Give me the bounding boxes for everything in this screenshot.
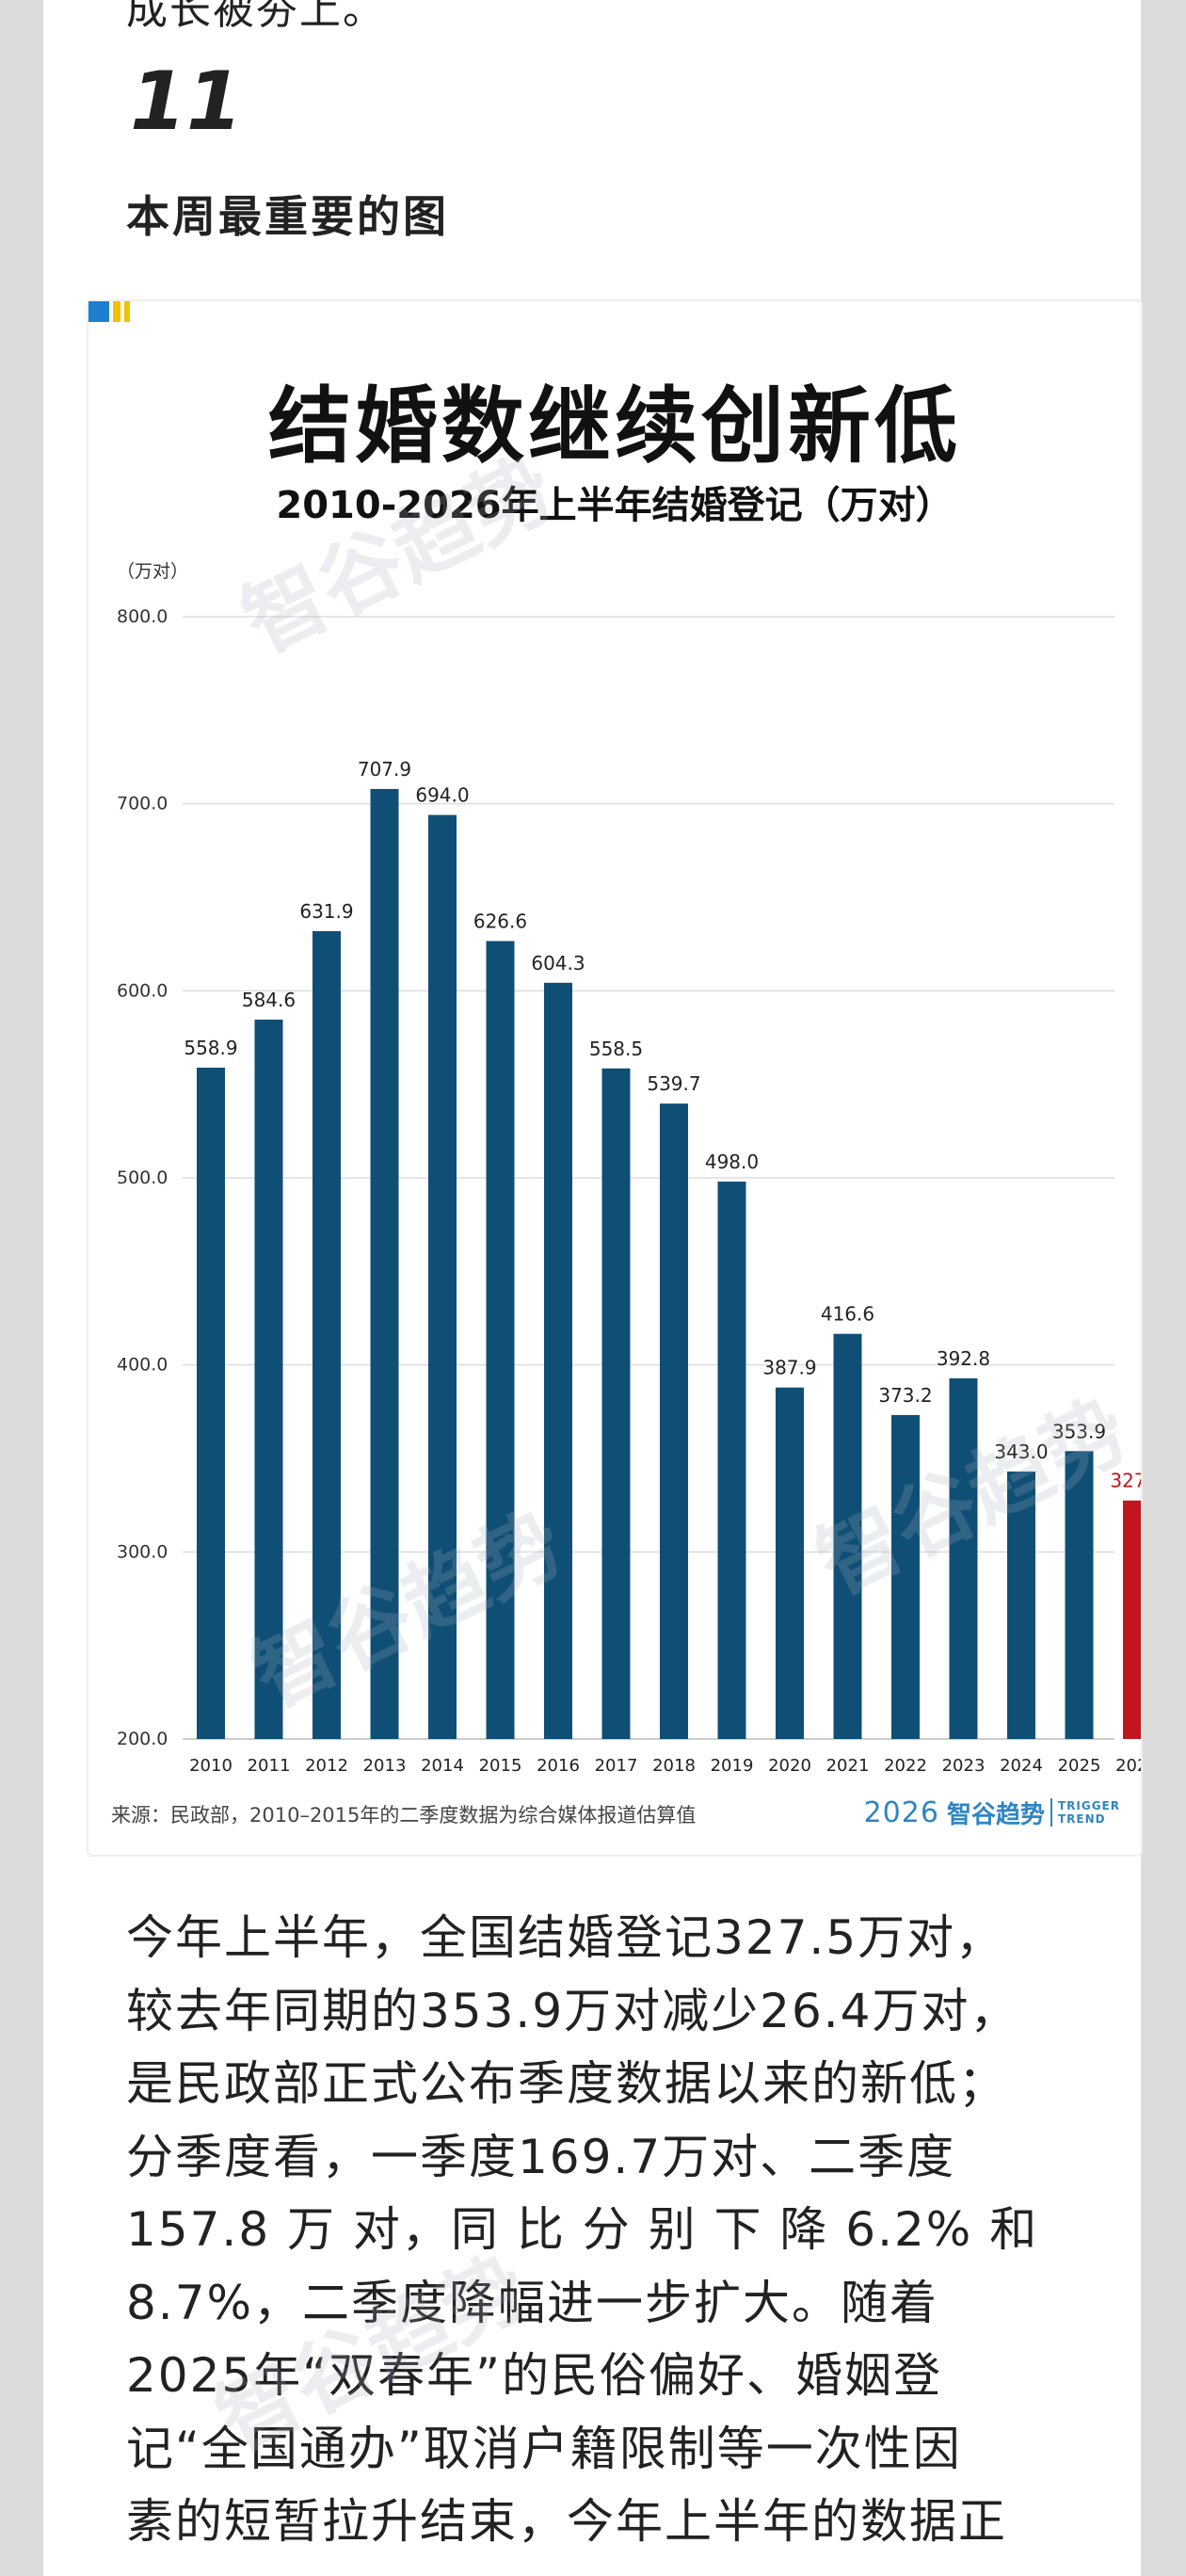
bar <box>1065 1451 1094 1739</box>
chart-title: 结婚数继续创新低 <box>267 378 961 475</box>
bar <box>1123 1500 1141 1739</box>
x-tick-label: 2025 <box>1058 1756 1101 1776</box>
x-tick-label: 2022 <box>884 1756 927 1776</box>
article-body: 今年上半年，全国结婚登记327.5万对， 较去年同期的353.9万对减少26.4… <box>126 1902 1105 2559</box>
x-tick-label: 2018 <box>652 1756 696 1776</box>
cut-off-text: 成长被夯上。 <box>126 0 386 34</box>
y-tick-label: 300.0 <box>117 1541 168 1562</box>
bar <box>428 814 457 1739</box>
bar <box>370 788 399 1739</box>
bar <box>601 1068 631 1739</box>
bar-value-label: 392.8 <box>937 1347 990 1370</box>
x-tick-label: 2019 <box>711 1756 754 1776</box>
x-tick-label: 2011 <box>248 1756 291 1776</box>
bar <box>833 1333 862 1739</box>
brand-name: 智谷趋势 <box>946 1800 1045 1829</box>
article-line: 较去年同期的353.9万对减少26.4万对， <box>126 1983 1019 2038</box>
x-tick-label: 2017 <box>595 1756 638 1776</box>
section-title: 本周最重要的图 <box>126 191 449 242</box>
bar <box>776 1387 804 1739</box>
article-line: 今年上半年，全国结婚登记327.5万对， <box>126 1910 1005 1965</box>
bar <box>197 1067 225 1739</box>
brand-english: TRIGGER TREND <box>1058 1799 1120 1826</box>
bar <box>891 1414 920 1739</box>
bar <box>313 930 341 1739</box>
x-tick-label: 2020 <box>768 1756 811 1776</box>
x-tick-label: 2016 <box>537 1756 580 1776</box>
bar-value-label: 373.2 <box>878 1384 932 1407</box>
article-line: 素的短暂拉升结束，今年上半年的数据正 <box>126 2494 1007 2549</box>
article-page: 成长被夯上。 11 本周最重要的图 结婚数继续创新低 2010-2026年上半年… <box>43 0 1143 2576</box>
brand-logo: 2026 智谷趋势 TRIGGER TREND <box>863 1795 1120 1829</box>
bar <box>949 1377 978 1739</box>
bar-chart: 200.0 300.0 400.0 500.0 600.0 700.0 800.0 558.9… <box>117 606 1141 1776</box>
bar-value-label: 343.0 <box>994 1441 1048 1463</box>
x-tick-label: 2024 <box>1000 1756 1043 1776</box>
y-axis-unit: （万对） <box>117 561 189 582</box>
bar <box>717 1181 746 1739</box>
x-tick-label: 2026 <box>1115 1756 1141 1776</box>
bar-value-label: 694.0 <box>415 784 469 807</box>
y-tick-label: 500.0 <box>117 1167 168 1188</box>
article-line: 157.8 万 对，同 比 分 别 下 降 6.2% 和 <box>126 2202 1039 2257</box>
bar <box>254 1019 283 1739</box>
bar-value-label: 584.6 <box>242 989 296 1011</box>
bar-value-label: 604.3 <box>531 952 585 974</box>
y-tick-label: 800.0 <box>117 606 168 627</box>
bar-value-label: 558.5 <box>589 1038 643 1060</box>
y-tick-label: 200.0 <box>117 1729 168 1749</box>
chart-subtitle: 2010-2026年上半年结婚登记（万对） <box>276 484 954 527</box>
x-tick-label: 2010 <box>189 1756 232 1776</box>
article-line: 2025年“双春年”的民俗偏好、婚姻登 <box>126 2348 943 2403</box>
article-line: 8.7%，二季度降幅进一步扩大。随着 <box>126 2275 939 2330</box>
bar-value-label: 539.7 <box>647 1072 700 1095</box>
brand-year: 2026 <box>863 1795 939 1829</box>
section-number: 11 <box>130 55 243 149</box>
bar <box>1007 1471 1035 1739</box>
bar-value-label: 631.9 <box>299 900 353 923</box>
bar-value-label: 353.9 <box>1052 1420 1106 1442</box>
bar-value-label: 416.6 <box>821 1303 874 1326</box>
y-tick-label: 600.0 <box>117 980 168 1001</box>
article-line: 记“全国通办”取消户籍限制等一次性因 <box>126 2421 962 2476</box>
bar-value-label: 707.9 <box>358 758 411 781</box>
brand-divider <box>1050 1798 1052 1827</box>
brand-en-line2: TREND <box>1057 1812 1106 1826</box>
x-tick-label: 2021 <box>826 1756 870 1776</box>
chart-card: 结婚数继续创新低 2010-2026年上半年结婚登记（万对） （万对） 200.… <box>87 299 1143 1857</box>
bar-value-label: 327.5 <box>1110 1470 1141 1492</box>
x-tick-label: 2023 <box>942 1756 986 1776</box>
article-line: 是民政部正式公布季度数据以来的新低； <box>126 2056 1007 2111</box>
x-tick-label: 2015 <box>479 1756 522 1776</box>
brand-corner-icon <box>88 301 130 322</box>
brand-en-line1: TRIGGER <box>1057 1799 1120 1812</box>
x-tick-label: 2013 <box>363 1756 407 1776</box>
y-tick-label: 400.0 <box>117 1355 168 1376</box>
article-line: 分季度看，一季度169.7万对、二季度 <box>126 2129 956 2184</box>
bar-value-label: 558.9 <box>184 1037 237 1059</box>
y-tick-label: 700.0 <box>117 794 168 814</box>
bar-value-label: 498.0 <box>705 1151 759 1173</box>
source-note: 来源：民政部，2010–2015年的二季度数据为综合媒体报道估算值 <box>111 1804 697 1827</box>
bar-value-label: 387.9 <box>762 1357 816 1379</box>
x-tick-label: 2014 <box>421 1756 464 1776</box>
bar-value-label: 626.6 <box>473 910 527 932</box>
bar <box>486 941 515 1739</box>
x-tick-label: 2012 <box>305 1756 348 1776</box>
bar <box>544 982 572 1739</box>
bar <box>660 1103 688 1739</box>
